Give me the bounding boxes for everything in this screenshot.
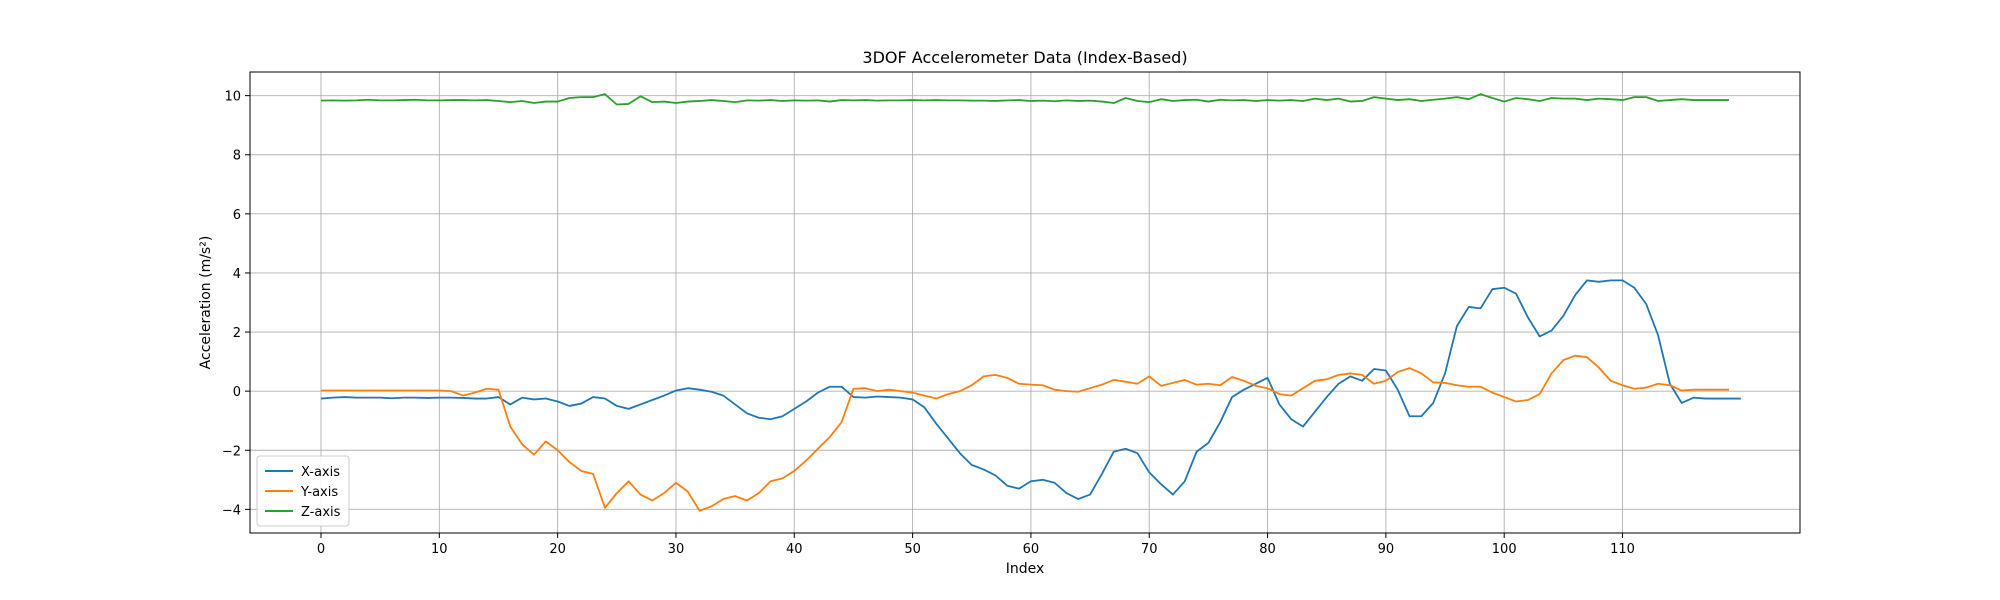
y-tick-label: 10: [224, 90, 241, 105]
y-tick-label: 2: [233, 326, 241, 341]
legend-label: Y-axis: [300, 485, 338, 500]
x-tick-label: 50: [904, 542, 921, 557]
grid: [250, 72, 1800, 533]
x-tick-label: 20: [549, 542, 566, 557]
y-tick-label: 0: [233, 385, 241, 400]
legend-label: Z-axis: [301, 505, 341, 520]
x-tick-label: 40: [786, 542, 803, 557]
x-tick-label: 30: [668, 542, 685, 557]
series-line-x-axis: [320, 279, 1741, 500]
x-tick-label: 0: [317, 542, 325, 557]
series-line-z-axis: [320, 93, 1730, 106]
x-tick-label: 90: [1378, 542, 1395, 557]
y-tick-label: 8: [233, 149, 241, 164]
x-axis-label: Index: [1006, 561, 1045, 577]
x-tick-label: 10: [431, 542, 448, 557]
y-tick-label: 4: [233, 267, 241, 282]
x-tick-label: 60: [1023, 542, 1040, 557]
x-tick-label: 80: [1259, 542, 1276, 557]
axis-ticks: 0 10 20 30 40 50 60 70 80 90 100 110 −4 −2 0 2 4 6 8 10: [222, 90, 1635, 557]
series-line-y-axis: [320, 354, 1730, 512]
y-axis-label: Acceleration (m/s²): [198, 236, 214, 370]
x-tick-label: 100: [1492, 542, 1517, 557]
y-tick-label: 6: [233, 208, 241, 223]
series-lines: [320, 93, 1741, 512]
legend-label: X-axis: [301, 465, 340, 480]
legend: X-axis Y-axis Z-axis: [256, 455, 350, 527]
legend-box: [256, 455, 350, 527]
chart-title: 3DOF Accelerometer Data (Index-Based): [862, 48, 1187, 67]
y-tick-label: −2: [222, 444, 241, 459]
plot-frame: [249, 71, 1801, 534]
x-tick-label: 110: [1610, 542, 1635, 557]
y-tick-label: −4: [222, 503, 241, 518]
x-tick-label: 70: [1141, 542, 1158, 557]
